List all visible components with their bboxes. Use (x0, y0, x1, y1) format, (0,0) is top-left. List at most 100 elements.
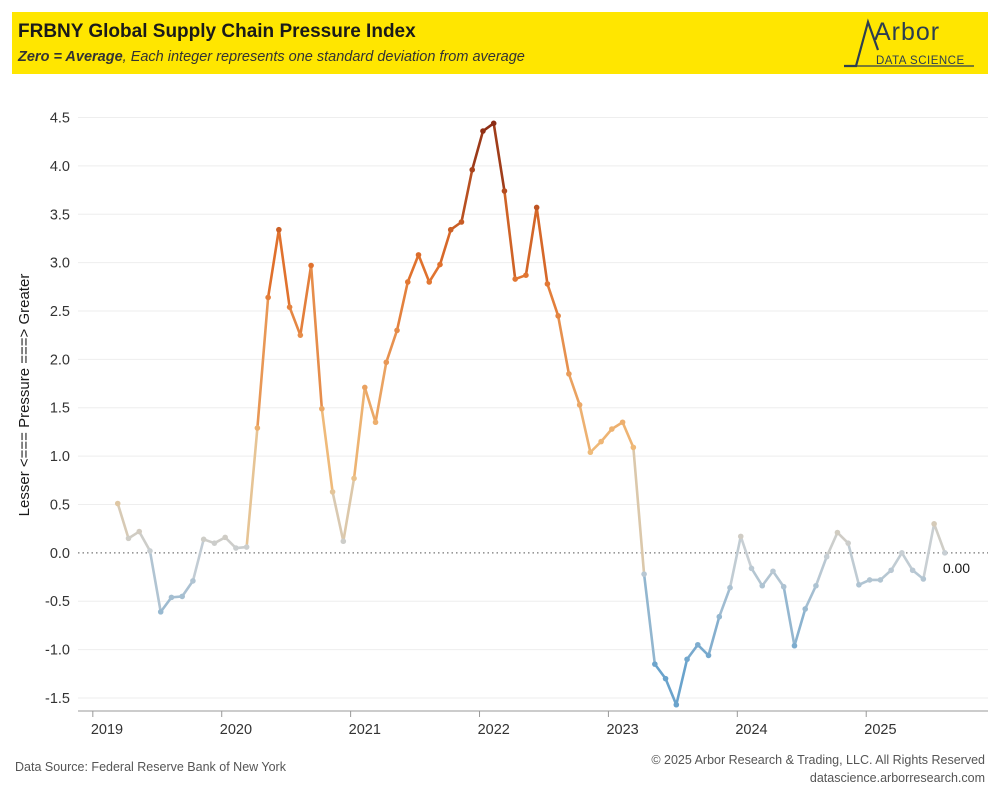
series-line-segment (556, 314, 571, 376)
series-line-segment (159, 596, 173, 614)
series-line-segment (814, 555, 828, 588)
series-line-segment (803, 584, 818, 611)
data-point (791, 642, 798, 649)
data-point (813, 582, 819, 589)
arbor-logo: Arbor DATA SCIENCE (834, 16, 974, 72)
pressure-index-chart: 4.5 4.0 3.5 3.0 2.5 2.0 1.5 1.0 0.5 0.0 -0.5 -1.0 -1… (16, 111, 988, 738)
series-line-segment (492, 122, 506, 193)
data-point (168, 594, 175, 601)
data-point (576, 402, 583, 408)
data-point (383, 359, 390, 366)
series-line-segment (417, 253, 431, 284)
data-point (523, 272, 529, 279)
y-tick-label: 1.0 (50, 449, 70, 465)
x-tick-label: 2021 (349, 722, 381, 738)
data-point (447, 226, 454, 233)
y-tick-label: -1.0 (45, 643, 70, 659)
subtitle-rest: , Each integer represents one standard d… (122, 49, 525, 65)
series-line-segment (685, 643, 700, 661)
data-point (136, 528, 143, 535)
data-point (823, 553, 830, 560)
x-tick-label: 2019 (91, 722, 123, 738)
series-line-segment (299, 264, 313, 337)
data-point (652, 661, 658, 667)
title-banner: FRBNY Global Supply Chain Pressure Index… (12, 12, 988, 74)
data-point (566, 371, 572, 377)
series-line-segment (438, 228, 453, 266)
series-line-segment (825, 531, 839, 559)
data-point (340, 538, 347, 545)
series-line-segment (546, 282, 560, 318)
data-point (834, 529, 841, 536)
y-tick-label: 2.5 (50, 304, 70, 320)
series-line-segment (116, 502, 130, 540)
data-point (319, 405, 325, 412)
series-line-segment (846, 541, 861, 587)
page-subtitle: Zero = Average, Each integer represents … (18, 49, 525, 65)
series-line-segment (717, 586, 732, 619)
subtitle-emphasis: Zero = Average (18, 49, 123, 65)
website-link[interactable]: datascience.arborresearch.com (809, 771, 985, 785)
series-line-segment (675, 657, 689, 707)
data-point (770, 568, 776, 575)
series-line-segment (653, 662, 667, 680)
data-point (856, 581, 862, 588)
data-point (286, 304, 293, 310)
series-line-segment (148, 549, 163, 614)
series-line-segment (567, 372, 581, 407)
data-point (544, 281, 551, 287)
data-point (437, 261, 443, 268)
data-point (157, 609, 164, 615)
data-point (200, 536, 207, 543)
data-point (909, 567, 916, 574)
page-title: FRBNY Global Supply Chain Pressure Index (18, 21, 416, 42)
series-line-segment (395, 280, 410, 332)
data-point (888, 567, 894, 574)
data-point (845, 540, 851, 546)
data-point (458, 219, 465, 225)
data-point (931, 521, 937, 527)
data-point (727, 584, 733, 591)
x-tick-label: 2024 (735, 722, 767, 738)
data-point (533, 204, 540, 211)
data-point (705, 652, 712, 659)
series-line-segment (384, 329, 399, 364)
data-point (587, 449, 594, 456)
data-point (276, 226, 282, 233)
data-point (673, 701, 680, 708)
data-point (737, 533, 744, 540)
y-tick-label: -0.5 (45, 594, 70, 610)
y-tick-label: 2.0 (50, 352, 70, 368)
data-point (243, 544, 250, 550)
data-point (329, 489, 336, 495)
data-point (222, 534, 228, 541)
data-point (404, 279, 411, 285)
data-point (147, 548, 153, 554)
last-value-label: 0.00 (943, 560, 970, 576)
y-tick-label: 0.0 (50, 546, 70, 562)
data-point (609, 426, 615, 432)
data-point (866, 577, 873, 583)
data-point (297, 332, 304, 338)
x-tick-label: 2020 (220, 722, 252, 738)
data-point (920, 576, 927, 582)
series-line-segment (352, 386, 367, 480)
series-line-segment (760, 569, 775, 588)
series-line-segment (363, 386, 377, 424)
series-line-segment (771, 569, 786, 589)
series-line-segment (460, 168, 474, 224)
series-line-segment (707, 615, 721, 657)
series-line-segment (256, 296, 270, 430)
data-point (308, 262, 314, 269)
series-line-segment (427, 263, 442, 284)
y-tick-label: 0.5 (50, 497, 70, 513)
series-line-segment (470, 129, 485, 172)
data-point (372, 419, 379, 426)
series-line-segment (191, 538, 205, 583)
data-point (619, 419, 626, 426)
data-point (716, 613, 723, 620)
series-line-segment (642, 572, 657, 666)
data-point (877, 577, 884, 583)
data-point (630, 444, 637, 451)
data-point (802, 606, 809, 612)
